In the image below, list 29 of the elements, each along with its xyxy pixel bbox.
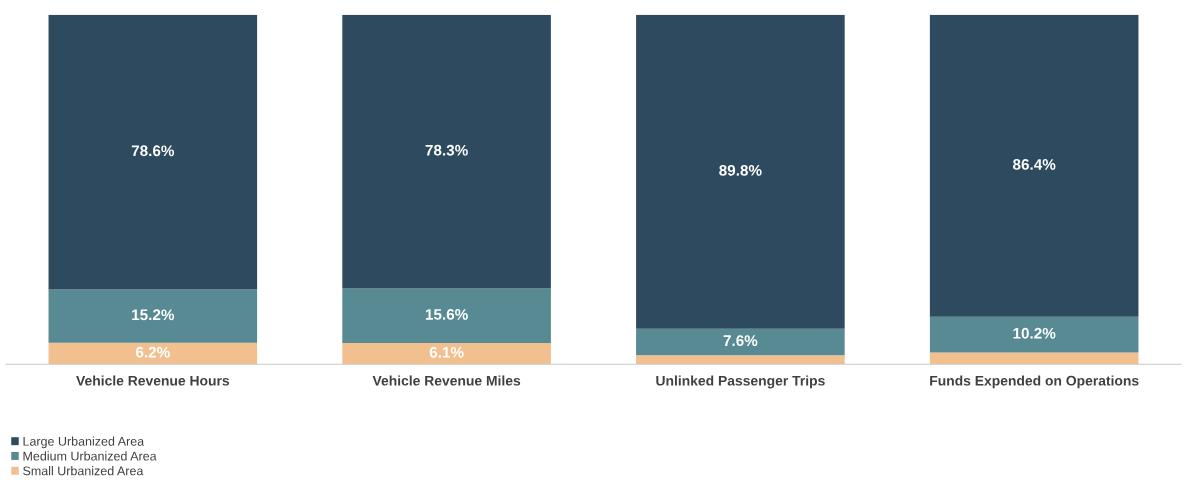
bar bbox=[636, 14, 845, 329]
legend-label: Large Urbanized Area bbox=[23, 436, 145, 449]
x-tick-label: Funds Expended on Operations bbox=[930, 375, 1139, 389]
bar bbox=[636, 328, 845, 356]
data-label: 15.2% bbox=[132, 309, 175, 321]
data-label: 6.2% bbox=[135, 346, 170, 358]
data-label: 7.6% bbox=[723, 335, 758, 347]
bar bbox=[342, 288, 551, 343]
bar bbox=[48, 342, 258, 365]
bar bbox=[342, 14, 551, 289]
x-tick-label: Unlinked Passenger Trips bbox=[656, 375, 825, 389]
data-label: 89.8% bbox=[719, 164, 762, 176]
data-label: 10.2% bbox=[1013, 327, 1056, 339]
legend-label: Small Urbanized Area bbox=[23, 466, 144, 476]
data-label: 6.1% bbox=[429, 346, 464, 358]
bar bbox=[929, 352, 1139, 365]
data-label: 78.6% bbox=[131, 145, 175, 157]
x-tick-label: Vehicle Revenue Miles bbox=[372, 375, 521, 386]
bar bbox=[929, 14, 1139, 317]
data-label: 15.6% bbox=[425, 308, 468, 320]
data-label: 78.3% bbox=[425, 144, 468, 156]
bar bbox=[636, 355, 845, 365]
bar bbox=[48, 14, 258, 290]
data-label: 86.4% bbox=[1013, 158, 1056, 170]
bar bbox=[48, 289, 258, 343]
bar bbox=[929, 316, 1139, 353]
x-tick-label: Vehicle Revenue Hours bbox=[76, 375, 230, 386]
legend-label: Medium Urbanized Area bbox=[23, 451, 157, 461]
bar bbox=[342, 342, 551, 365]
